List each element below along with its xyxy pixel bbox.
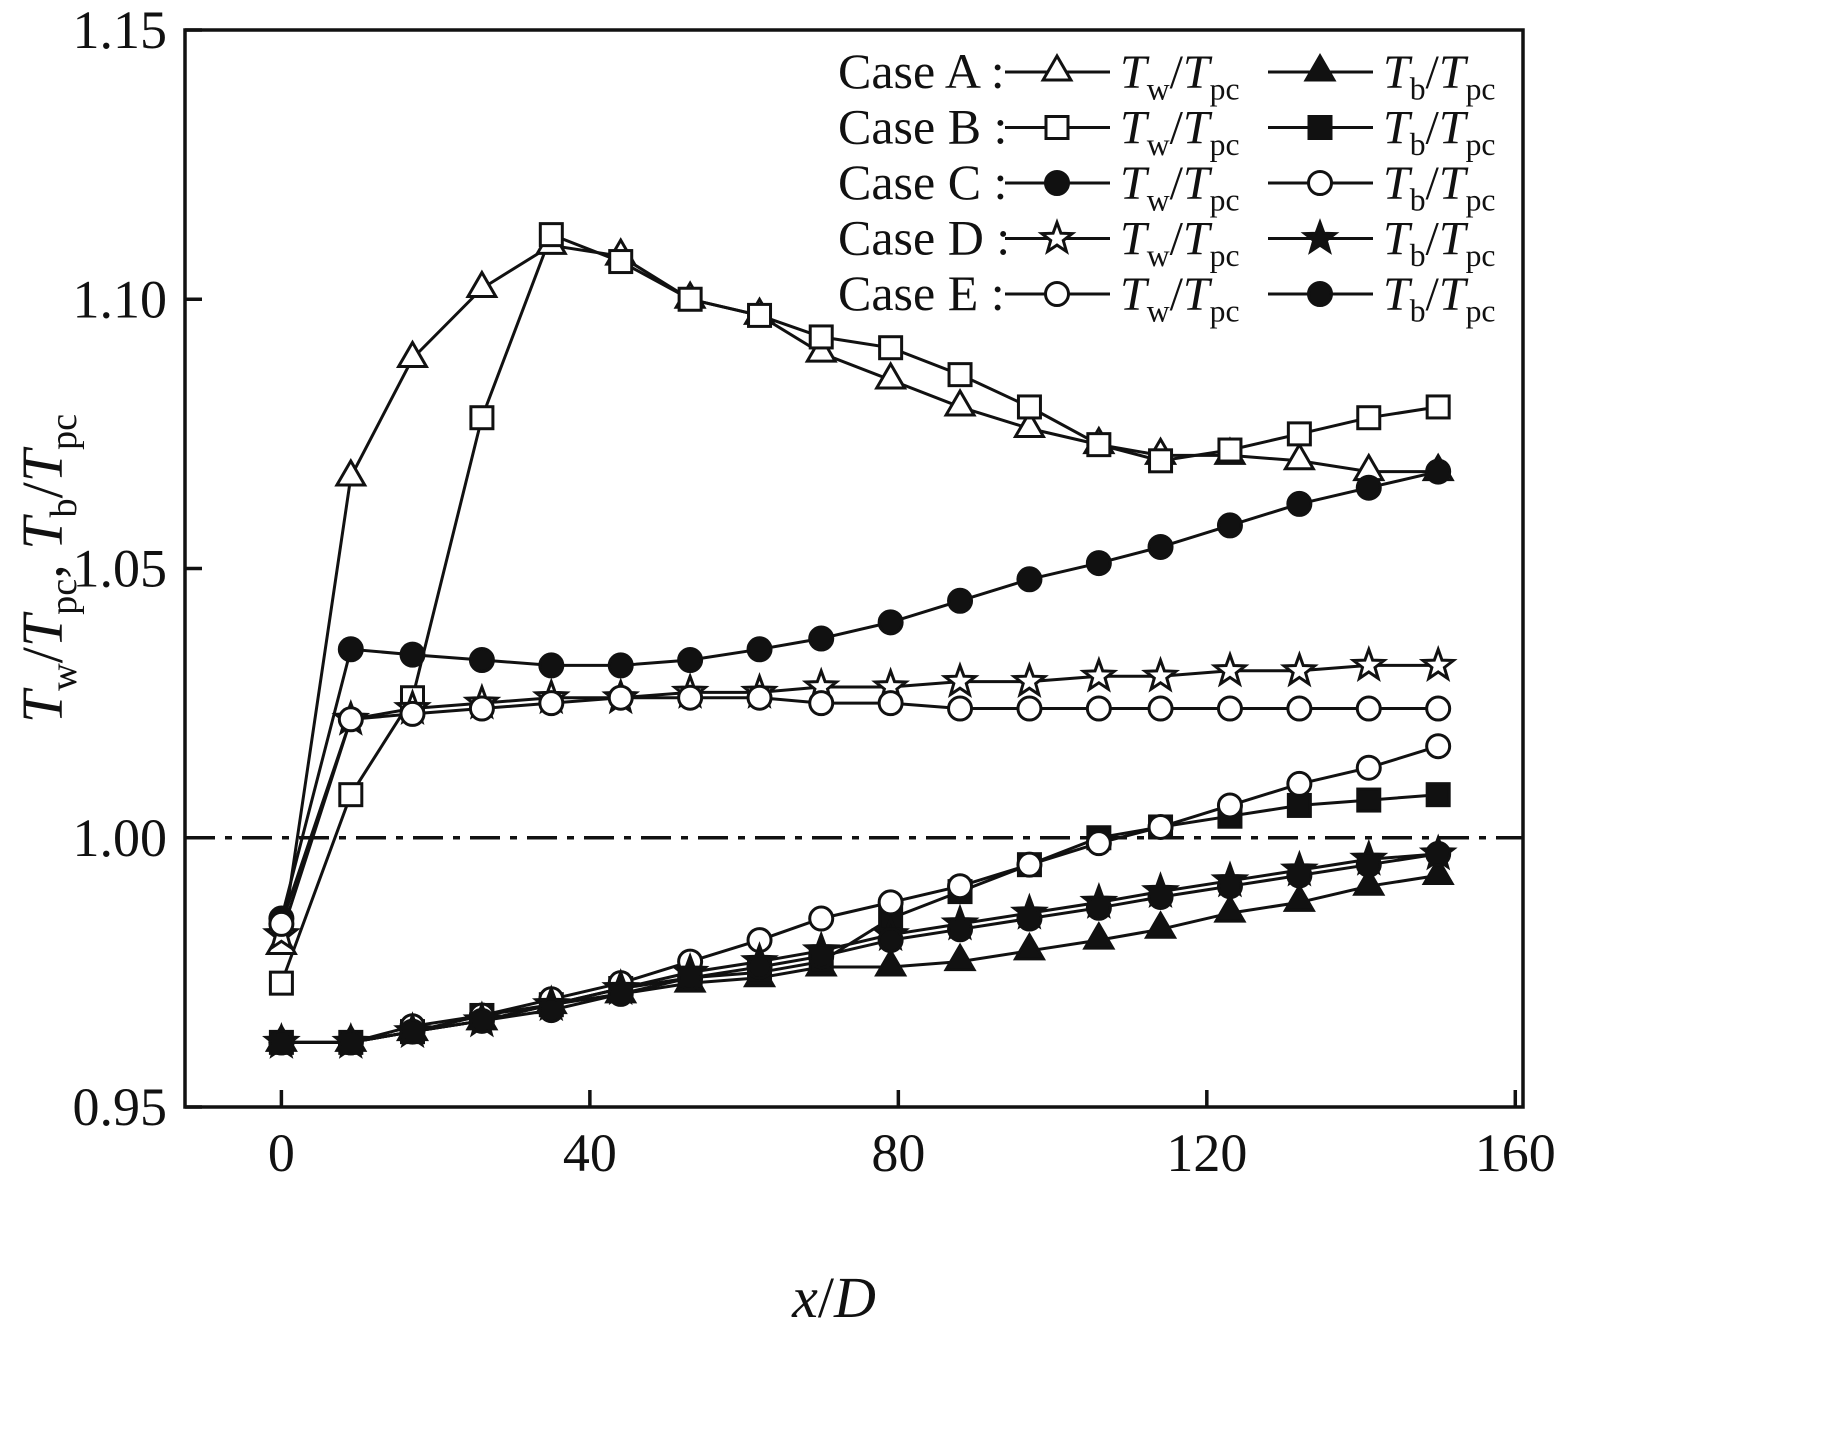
svg-text:Case D :: Case D : <box>838 210 1010 266</box>
svg-text:x/D: x/D <box>791 1265 876 1330</box>
markers-case-a-tw-tpc <box>264 226 1455 955</box>
series-lines <box>279 232 1439 1044</box>
svg-text:1.10: 1.10 <box>73 269 168 329</box>
line-case-a-tw-tpc <box>279 243 1439 946</box>
line-case-c-tb-tpc <box>281 744 1439 1044</box>
x-axis: 0 40 80 120 160 <box>268 1090 1556 1183</box>
markers-case-c-tw-tpc <box>268 458 1452 932</box>
svg-text:Tw/Tpc: Tw/Tpc <box>1120 157 1240 218</box>
axis-labels: x/D Tw/Tpc, Tb/Tpc <box>10 414 876 1330</box>
svg-text:Tw/Tpc, Tb/Tpc: Tw/Tpc, Tb/Tpc <box>10 414 85 723</box>
legend: Case A : Tw/Tpc Tb/Tpc Case B : Tw/Tpc Tb/Tpc… <box>838 43 1496 329</box>
svg-text:Case C :: Case C : <box>838 154 1007 210</box>
svg-text:Tw/Tpc: Tw/Tpc <box>1120 46 1240 107</box>
svg-text:Tw/Tpc: Tw/Tpc <box>1120 213 1240 274</box>
line-case-c-tw-tpc <box>279 470 1439 919</box>
markers-case-b-tb-tpc <box>268 782 1451 1055</box>
svg-text:80: 80 <box>871 1123 925 1183</box>
legend-row-case-e-: Case E : Tw/Tpc Tb/Tpc <box>838 265 1496 329</box>
svg-text:1.15: 1.15 <box>73 0 168 60</box>
markers-case-e-tb-tpc <box>268 840 1452 1056</box>
line-case-b-tb-tpc <box>281 793 1439 1044</box>
markers-case-b-tw-tpc <box>268 222 1451 996</box>
markers-case-c-tb-tpc <box>268 733 1452 1056</box>
svg-text:160: 160 <box>1475 1123 1556 1183</box>
svg-text:0.95: 0.95 <box>73 1077 168 1137</box>
svg-text:40: 40 <box>563 1123 617 1183</box>
y-axis: 0.95 1.00 1.05 1.10 1.15 <box>73 0 202 1137</box>
line-case-a-tb-tpc <box>281 873 1439 1044</box>
legend-row-case-d-: Case D : Tw/Tpc Tb/Tpc <box>838 210 1496 274</box>
svg-text:0: 0 <box>268 1123 295 1183</box>
markers-case-d-tw-tpc <box>262 644 1458 952</box>
legend-row-case-c-: Case C : Tw/Tpc Tb/Tpc <box>838 154 1496 218</box>
legend-row-case-b-: Case B : Tw/Tpc Tb/Tpc <box>838 99 1496 163</box>
svg-text:Case B :: Case B : <box>838 99 1007 155</box>
svg-text:Tb/Tpc: Tb/Tpc <box>1383 46 1496 107</box>
svg-text:Tb/Tpc: Tb/Tpc <box>1383 213 1496 274</box>
series-markers <box>262 222 1458 1059</box>
line-case-b-tw-tpc <box>279 232 1439 984</box>
legend-row-case-a-: Case A : Tw/Tpc Tb/Tpc <box>838 43 1496 107</box>
svg-text:Tb/Tpc: Tb/Tpc <box>1383 268 1496 329</box>
svg-text:Case E :: Case E : <box>838 265 1005 321</box>
line-case-d-tw-tpc <box>279 663 1439 936</box>
svg-text:Case A :: Case A : <box>838 43 1005 99</box>
svg-text:1.00: 1.00 <box>73 808 168 868</box>
svg-text:120: 120 <box>1166 1123 1247 1183</box>
svg-text:Tw/Tpc: Tw/Tpc <box>1120 268 1240 329</box>
svg-text:Tw/Tpc: Tw/Tpc <box>1120 102 1240 163</box>
markers-case-e-tw-tpc <box>268 684 1452 937</box>
svg-text:1.05: 1.05 <box>73 539 168 599</box>
svg-text:Tb/Tpc: Tb/Tpc <box>1383 102 1496 163</box>
line-case-e-tb-tpc <box>281 852 1439 1044</box>
svg-text:Tb/Tpc: Tb/Tpc <box>1383 157 1496 218</box>
